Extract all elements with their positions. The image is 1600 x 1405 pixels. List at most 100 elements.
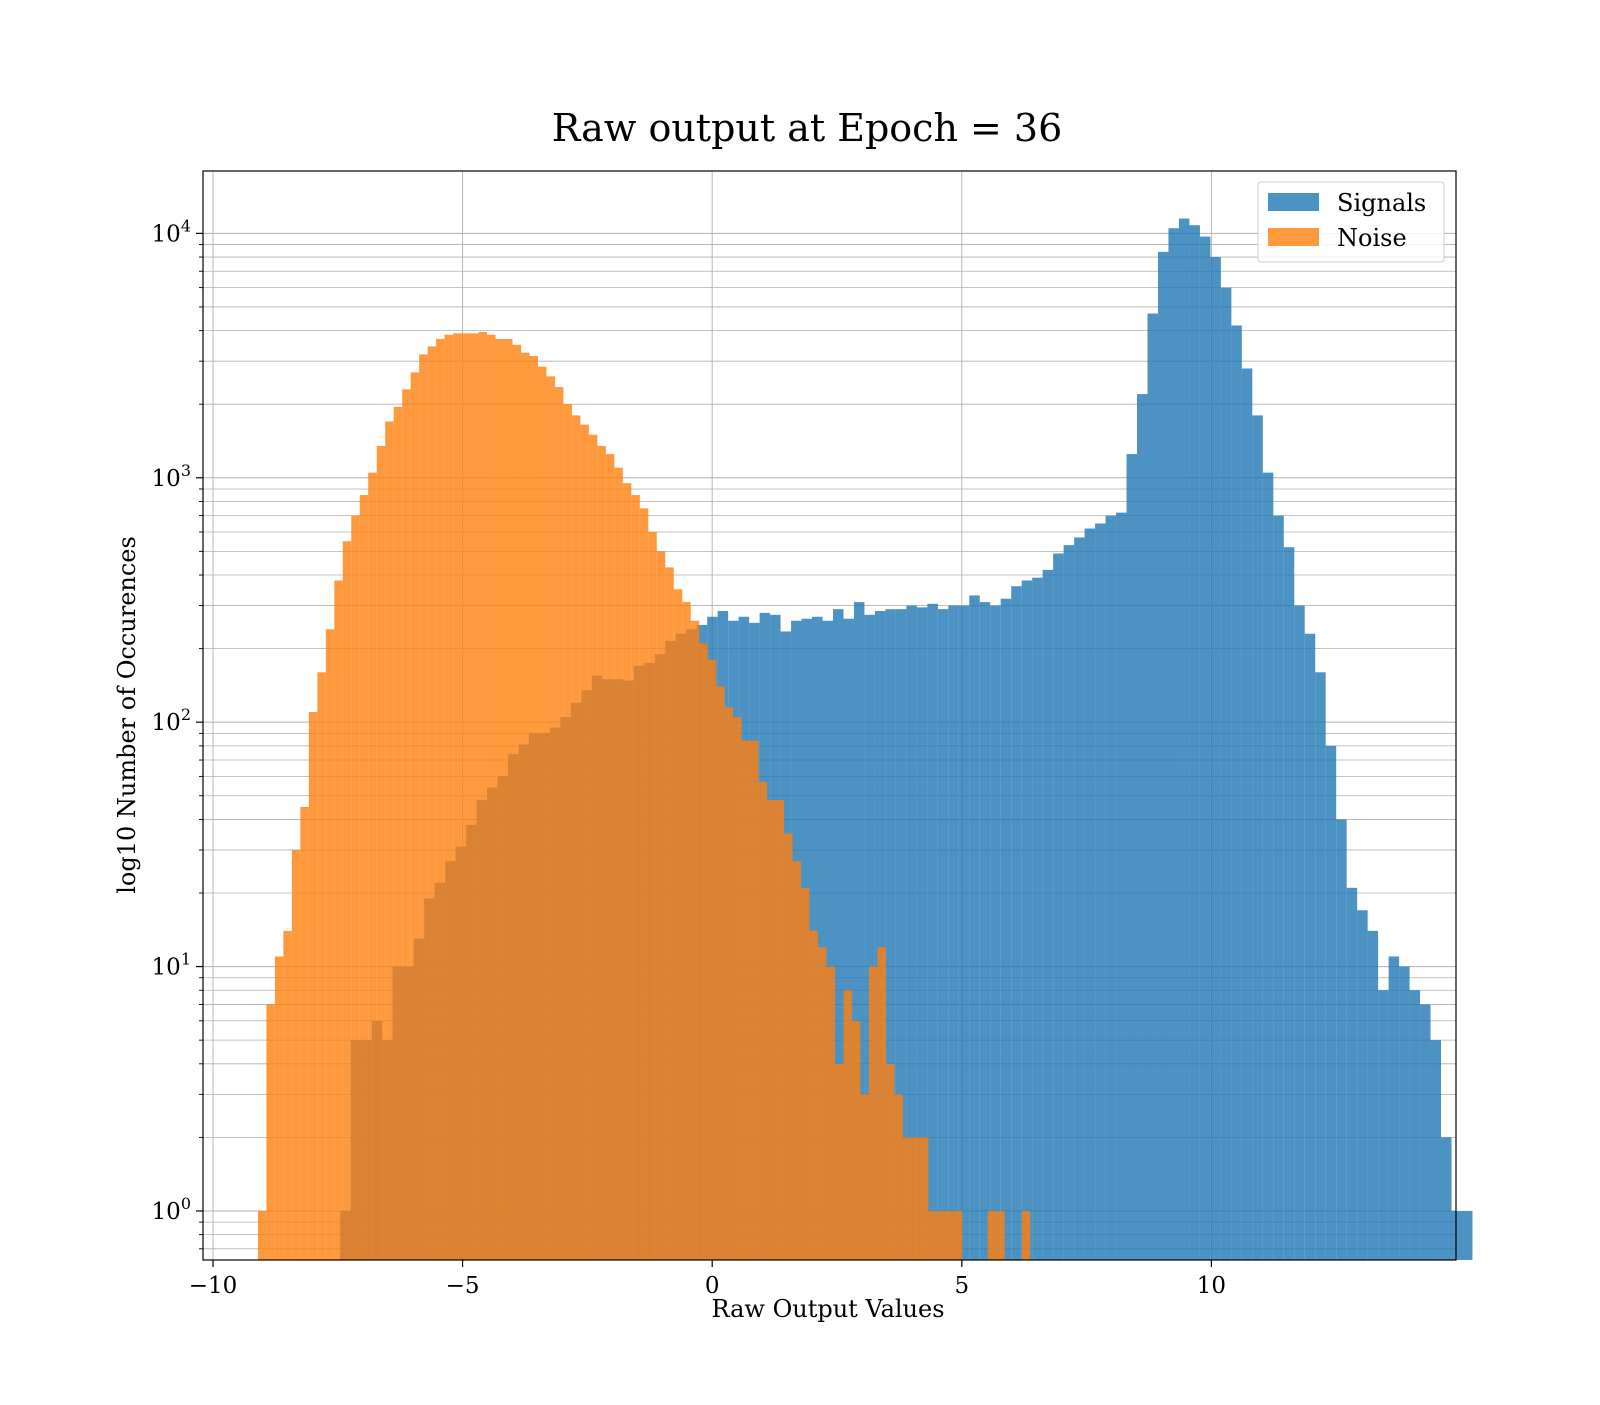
histogram-bar bbox=[512, 344, 521, 1261]
histogram-bar bbox=[444, 334, 454, 1260]
histogram-bar bbox=[750, 740, 759, 1260]
histogram-bar bbox=[969, 595, 980, 1260]
histogram-bar bbox=[351, 515, 360, 1260]
histogram-bar bbox=[563, 404, 572, 1261]
histogram-bar bbox=[953, 1210, 963, 1260]
histogram-bar bbox=[1367, 930, 1379, 1260]
y-tick-label: 101 bbox=[152, 950, 191, 981]
chart-title: Raw output at Epoch = 36 bbox=[552, 106, 1063, 150]
histogram-bar bbox=[1241, 368, 1253, 1260]
histogram-bar bbox=[716, 686, 725, 1260]
y-tick-label: 104 bbox=[152, 216, 191, 247]
histogram-bar bbox=[342, 541, 352, 1260]
histogram-bar bbox=[1095, 523, 1106, 1260]
plot-frame bbox=[202, 170, 1457, 1261]
histogram-bar bbox=[733, 716, 742, 1260]
histogram-bar bbox=[487, 334, 496, 1260]
histogram-bar bbox=[979, 602, 991, 1260]
histogram-bar bbox=[1084, 528, 1096, 1260]
histogram-bar bbox=[529, 355, 538, 1260]
y-tick-label: 103 bbox=[152, 461, 191, 492]
histogram-bar bbox=[822, 620, 833, 1260]
histogram-bar bbox=[1378, 990, 1389, 1260]
histogram-bar bbox=[648, 531, 657, 1260]
histogram-bar bbox=[1168, 228, 1179, 1260]
histogram-bar bbox=[300, 806, 309, 1260]
histogram-bar bbox=[1325, 745, 1337, 1260]
histogram-bar bbox=[1451, 1210, 1462, 1260]
x-tick-label: −5 bbox=[446, 1273, 480, 1299]
histogram-bar bbox=[990, 605, 1001, 1260]
histogram-bar bbox=[1105, 515, 1117, 1260]
histogram-bar bbox=[639, 508, 649, 1260]
histogram-bar bbox=[580, 424, 589, 1260]
histogram-bar bbox=[801, 887, 810, 1260]
histogram-bar bbox=[283, 930, 292, 1260]
y-axis-label: log10 Number of Occurences bbox=[113, 536, 141, 894]
histogram-bar bbox=[1441, 1137, 1452, 1260]
histogram-bar bbox=[274, 956, 284, 1260]
histogram-bar bbox=[436, 338, 445, 1260]
histogram-bar bbox=[410, 372, 420, 1260]
histogram-bar bbox=[1231, 325, 1242, 1260]
histogram-bar bbox=[1199, 236, 1211, 1260]
histogram-bar bbox=[1147, 313, 1158, 1260]
histogram-bar bbox=[1126, 454, 1138, 1260]
histogram-bar bbox=[699, 643, 708, 1260]
histogram-bar bbox=[809, 930, 819, 1260]
histogram-bar bbox=[1315, 672, 1326, 1260]
histogram-bar bbox=[588, 434, 598, 1260]
histogram-bar bbox=[614, 467, 623, 1260]
histogram-bar bbox=[1157, 251, 1169, 1261]
histogram-bar bbox=[843, 618, 854, 1260]
histogram-bar bbox=[987, 1210, 997, 1260]
histogram-bar bbox=[690, 620, 700, 1260]
histogram-bar bbox=[1032, 577, 1043, 1260]
histogram-bar bbox=[385, 421, 394, 1260]
x-tick-label: −10 bbox=[189, 1273, 238, 1299]
histogram-bar bbox=[1252, 415, 1263, 1260]
histogram-bar bbox=[948, 605, 959, 1260]
x-tick-label: 0 bbox=[705, 1273, 720, 1299]
histogram-bar bbox=[834, 1063, 844, 1260]
x-axis-label: Raw Output Values bbox=[711, 1295, 944, 1323]
histogram-bar bbox=[453, 333, 462, 1260]
histogram-bar bbox=[1178, 218, 1190, 1261]
histogram-bar bbox=[317, 672, 326, 1260]
histogram-bar bbox=[826, 966, 835, 1260]
legend-label-signals: Signals bbox=[1337, 189, 1426, 217]
histogram-bar bbox=[1273, 515, 1284, 1260]
histogram-bar bbox=[767, 800, 776, 1260]
histogram-bar bbox=[843, 990, 852, 1260]
histogram-bar bbox=[291, 849, 301, 1260]
histogram-bar bbox=[936, 1210, 946, 1260]
histogram-bar bbox=[1021, 580, 1033, 1260]
histogram-bar bbox=[1420, 1004, 1431, 1260]
histogram-bar bbox=[334, 580, 343, 1260]
histogram-bar bbox=[1042, 569, 1054, 1260]
histogram-bar bbox=[741, 740, 751, 1260]
histogram-bar bbox=[1074, 537, 1085, 1260]
histogram-bar bbox=[758, 781, 768, 1260]
histogram-bar bbox=[308, 712, 318, 1260]
histogram-bar bbox=[359, 495, 369, 1260]
histogram-bar bbox=[916, 607, 928, 1260]
histogram-bar bbox=[393, 406, 403, 1260]
histogram-bar bbox=[1388, 956, 1400, 1260]
histogram-bar bbox=[1336, 819, 1347, 1260]
y-tick-label: 100 bbox=[152, 1194, 191, 1225]
y-axis-ticks: 100 101 102 103 104 bbox=[152, 216, 203, 1250]
histogram-bar bbox=[419, 354, 428, 1260]
histogram-bar bbox=[1283, 547, 1295, 1260]
histogram-bar bbox=[1021, 1210, 1031, 1260]
histogram-bar bbox=[520, 352, 530, 1261]
histogram-bar bbox=[928, 1210, 937, 1260]
histogram-bar bbox=[996, 1210, 1005, 1260]
histogram-bar bbox=[1189, 225, 1200, 1260]
histogram-bars bbox=[257, 218, 1473, 1261]
histogram-bar bbox=[724, 707, 734, 1260]
legend-swatch-signals bbox=[1268, 193, 1319, 211]
histogram-bar bbox=[1220, 287, 1232, 1261]
